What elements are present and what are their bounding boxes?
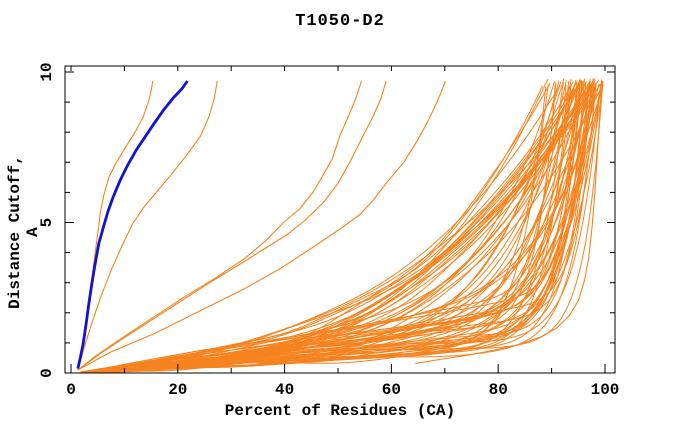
ensemble-curve: [80, 81, 587, 373]
outlier-curve: [77, 80, 363, 371]
ensemble-curve: [80, 80, 603, 373]
chart-title: T1050-D2: [295, 12, 385, 31]
ensemble-curve: [80, 79, 603, 373]
ensemble-curve: [80, 80, 581, 373]
ensemble-curve: [80, 83, 600, 373]
x-axis-label: Percent of Residues (CA): [224, 402, 456, 420]
highlight-curve: [76, 80, 189, 369]
y-tick-label: 0: [38, 368, 56, 378]
x-tick-label: 40: [275, 381, 294, 399]
x-tick-label: 20: [168, 381, 187, 399]
ensemble-curve: [80, 83, 587, 373]
ensemble-curve: [80, 81, 574, 373]
outlier-curve: [77, 80, 446, 371]
y-tick-label: 5: [38, 218, 56, 228]
y-axis-label: Distance Cutoff, A: [6, 155, 42, 309]
ensemble-curve: [80, 81, 594, 373]
ensemble-curve: [80, 83, 597, 373]
y-tick-label: 10: [38, 62, 56, 81]
x-tick-label: 60: [382, 381, 401, 399]
outlier-curve: [77, 80, 218, 371]
ensemble-curve: [80, 81, 594, 373]
ensemble-curve: [80, 87, 595, 373]
x-tick-label: 0: [66, 381, 76, 399]
x-tick-label: 100: [591, 381, 620, 399]
outlier-curve: [415, 80, 603, 364]
x-tick-label: 80: [489, 381, 508, 399]
outlier-curve: [77, 80, 387, 371]
plot-frame: [64, 65, 616, 374]
ensemble-curve: [80, 86, 589, 373]
